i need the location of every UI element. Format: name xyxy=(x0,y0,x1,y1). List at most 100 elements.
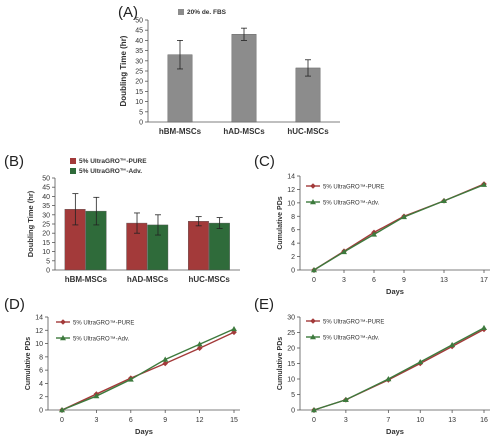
a-y-tick-label: 15 xyxy=(135,89,143,96)
e-legend-marker xyxy=(310,334,316,340)
e-data-point xyxy=(385,376,392,382)
b-y-tick-label: 35 xyxy=(42,203,50,210)
a-y-axis-label: Doubling Time (hr) xyxy=(119,35,128,106)
b-y-tick-label: 50 xyxy=(42,176,50,183)
b-y-tick-label: 5 xyxy=(46,258,50,265)
panel-label-c: (C) xyxy=(254,153,275,170)
panel-label-a: (A) xyxy=(118,4,138,21)
b-y-tick-label: 30 xyxy=(42,212,50,219)
a-y-tick-label: 0 xyxy=(139,120,143,127)
d-legend-label: 5% UltraGRO™-Adv. xyxy=(73,336,130,343)
c-y-tick-label: 4 xyxy=(291,241,295,248)
d-legend-label: 5% UltraGRO™-PURE xyxy=(73,320,134,327)
d-data-point xyxy=(127,376,134,382)
e-legend-label: 5% UltraGRO™-Adv. xyxy=(323,335,380,342)
d-y-tick-label: 10 xyxy=(35,341,43,348)
c-legend-marker xyxy=(310,199,316,205)
e-legend-label: 5% UltraGRO™-PURE xyxy=(323,319,384,326)
c-data-point xyxy=(441,197,447,204)
e-x-tick-label: 13 xyxy=(448,417,456,424)
d-y-axis-label: Cumulative PDs xyxy=(25,337,32,390)
c-data-point xyxy=(371,231,377,237)
d-x-tick-label: 3 xyxy=(94,417,98,424)
d-series-line xyxy=(61,328,235,411)
b-legend-label: 5% UltraGRO™-PURE xyxy=(79,158,147,165)
d-y-tick-label: 4 xyxy=(39,381,43,388)
d-data-point xyxy=(231,325,237,332)
e-y-tick-label: 30 xyxy=(287,315,295,322)
d-x-tick-label: 12 xyxy=(196,417,204,424)
chart-b: 0 5 10 15 20 25 30 35 40 45 50 Doubling Time (hr) hB… xyxy=(26,158,240,284)
b-x-tick-label: hBM-MSCs xyxy=(65,275,108,284)
e-data-point xyxy=(481,324,487,331)
chart-c: 0 2 4 6 8 10 12 14 0 3 6 9 13 17 Days Cumulative PDs 5% … xyxy=(277,174,490,296)
c-x-tick-label: 17 xyxy=(480,277,488,284)
c-y-tick-label: 8 xyxy=(291,214,295,221)
c-data-point xyxy=(401,213,407,220)
d-x-tick-label: 15 xyxy=(230,417,238,424)
c-y-tick-label: 2 xyxy=(291,254,295,261)
d-x-tick-label: 6 xyxy=(129,417,133,424)
chart-e: 0 5 10 15 20 25 30 0 3 7 10 13 16 Days Cumulative PDs 5… xyxy=(277,315,490,436)
e-y-tick-label: 20 xyxy=(287,346,295,353)
c-y-tick-label: 10 xyxy=(287,200,295,207)
a-y-tick-label: 5 xyxy=(139,109,143,116)
b-y-tick-label: 0 xyxy=(46,268,50,275)
c-x-tick-label: 9 xyxy=(402,277,406,284)
b-bar xyxy=(187,221,209,271)
c-legend-label: 5% UltraGRO™-PURE xyxy=(323,184,384,191)
c-x-tick-label: 3 xyxy=(342,277,346,284)
b-bar xyxy=(208,222,230,271)
chart-d: 0 2 4 6 8 10 12 14 0 3 6 9 12 15 Days Cumulative PDs 5% … xyxy=(25,315,240,436)
b-x-tick-label: hAD-MSCs xyxy=(127,275,169,284)
a-legend-label: 20% de. FBS xyxy=(187,9,227,16)
a-y-tick-label: 35 xyxy=(135,48,143,55)
c-series-line xyxy=(313,183,485,271)
d-data-point xyxy=(59,407,65,413)
d-y-tick-label: 14 xyxy=(35,315,43,322)
b-legend-swatch xyxy=(70,158,76,164)
d-x-tick-label: 9 xyxy=(163,417,167,424)
a-x-tick-label: hUC-MSCs xyxy=(287,127,329,136)
a-y-tick-label: 30 xyxy=(135,58,143,65)
e-x-tick-label: 3 xyxy=(344,417,348,424)
c-y-tick-label: 6 xyxy=(291,227,295,234)
a-y-tick-label: 25 xyxy=(135,69,143,76)
chart-a: 0 5 10 15 20 25 30 35 40 45 50 Doubling Time (hr) hB… xyxy=(119,9,340,136)
d-data-point xyxy=(196,345,203,352)
a-x-tick-label: hBM-MSCs xyxy=(159,127,202,136)
a-y-tick-label: 50 xyxy=(135,18,143,25)
c-x-tick-label: 13 xyxy=(440,277,448,284)
b-y-tick-label: 45 xyxy=(42,185,50,192)
e-x-tick-label: 0 xyxy=(312,417,316,424)
b-x-tick-label: hUC-MSCs xyxy=(188,275,230,284)
c-x-tick-label: 0 xyxy=(312,277,316,284)
e-y-tick-label: 25 xyxy=(287,330,295,337)
c-y-axis-label: Cumulative PDs xyxy=(277,196,284,249)
e-data-point xyxy=(311,407,317,413)
e-x-axis-label: Days xyxy=(386,427,404,436)
e-y-tick-label: 5 xyxy=(291,392,295,399)
c-y-tick-label: 12 xyxy=(287,187,295,194)
panel-label-e: (E) xyxy=(254,296,274,313)
b-legend-swatch xyxy=(70,168,76,174)
d-series-line xyxy=(61,331,235,411)
d-data-point xyxy=(162,356,169,362)
c-data-point xyxy=(481,181,487,187)
c-legend-marker xyxy=(310,183,316,189)
b-y-tick-label: 20 xyxy=(42,231,50,238)
a-y-tick-label: 40 xyxy=(135,38,143,45)
d-x-axis-label: Days xyxy=(135,427,153,436)
d-y-tick-label: 12 xyxy=(35,328,43,335)
a-y-tick-label: 45 xyxy=(135,28,143,35)
d-data-point xyxy=(196,341,203,347)
c-x-axis-label: Days xyxy=(386,287,404,296)
d-data-point xyxy=(93,393,100,399)
e-y-tick-label: 15 xyxy=(287,361,295,368)
e-legend-marker xyxy=(310,318,316,324)
b-y-tick-label: 15 xyxy=(42,240,50,247)
d-y-tick-label: 0 xyxy=(39,408,43,415)
c-y-tick-label: 14 xyxy=(287,174,295,181)
d-legend-marker xyxy=(60,319,66,325)
